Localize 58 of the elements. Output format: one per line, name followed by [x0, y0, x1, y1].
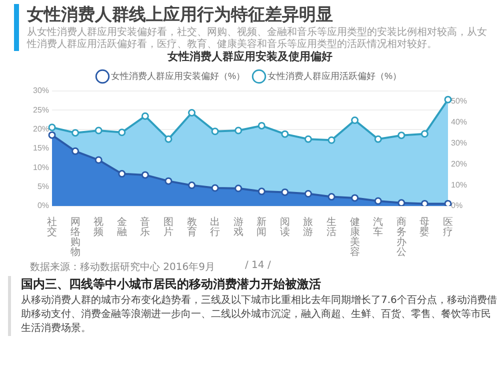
point — [328, 193, 336, 201]
y-tick-label: 0% — [37, 201, 50, 210]
x-tick-label: 医疗 — [442, 216, 453, 238]
point — [211, 184, 219, 192]
y2-tick-label: 10% — [450, 180, 468, 190]
chart-subtitle: 女性消费人群线上应用行为特征差异明显 — [27, 4, 334, 26]
point — [351, 194, 359, 202]
point — [444, 200, 452, 206]
y-tick-label: 20% — [32, 124, 50, 134]
point — [258, 188, 266, 196]
x-tick-label: 出行 — [210, 216, 220, 238]
legend-label: 女性消费人群应用安装偏好（%） — [111, 70, 246, 81]
point — [374, 197, 382, 205]
legend-label: 女性消费人群应用活跃偏好（%） — [268, 70, 402, 81]
y-tick-label: 10% — [32, 162, 50, 172]
point — [118, 170, 126, 178]
y-tick-label: 25% — [32, 105, 50, 114]
point — [94, 156, 102, 164]
point — [72, 147, 80, 155]
x-tick-label: 阅读 — [280, 216, 290, 238]
y-tick-label: 30% — [32, 86, 50, 96]
text: 从女性消费人群应用安装偏好看，社交、网购、视频、金融和音乐等应用类型的安装比例相对较高，从女性消费人群应用活跃偏好看，医疗、教育、健康美容和音乐等应用类型的活跃情况相对较好。 — [27, 27, 488, 50]
x-tick-label: 教育 — [186, 216, 197, 238]
x-tick-label: 金融 — [116, 216, 127, 238]
source-note: 数据来源：移动数据研究中心 2016年9月 — [30, 260, 215, 274]
point — [234, 184, 242, 192]
y-tick-label: 15% — [32, 144, 50, 153]
x-tick-label: 旅游 — [303, 216, 314, 238]
y2-tick-label: 0% — [450, 201, 463, 210]
chart-title: 女性消费人群应用安装及使用偏好 — [166, 49, 334, 64]
x-tick-label: 游戏 — [233, 216, 244, 238]
x-tick-label: 汽车 — [373, 216, 384, 238]
x-tick-label: 母婴 — [420, 216, 430, 238]
point — [141, 171, 149, 179]
text: 从移动消费人群的城市分布变化趋势看，三线及以下城市比重相比去年同期增长了7.6个百分点，移动消费借助移动支付、消费金融等浪潮进一步向一、二线以外城市沉淀，融入商超、生鲜、百货、零售、餐饮等市民生活消费场景。 — [21, 294, 498, 336]
text: 国内三、四线等中小城市居民的移动消费潜力开始被激活 — [21, 276, 322, 292]
y2-tick-label: 40% — [450, 118, 468, 127]
point — [164, 177, 172, 185]
x-tick-label: 商务办公 — [396, 216, 406, 258]
x-tick-label: 音乐 — [140, 216, 150, 238]
x-tick-label: 社交 — [47, 216, 58, 238]
y2-tick-label: 30% — [450, 138, 468, 148]
point — [188, 182, 196, 190]
text: / 14 / — [245, 260, 271, 271]
point — [398, 199, 406, 206]
y-tick-label: 5% — [37, 182, 50, 192]
x-tick-label: 生活 — [326, 216, 337, 238]
x-tick-label: 视频 — [94, 216, 104, 238]
point — [304, 190, 312, 198]
point — [420, 200, 428, 206]
point — [281, 188, 289, 196]
x-tick-label: 新闻 — [256, 216, 267, 238]
x-tick-label: 图片 — [163, 216, 174, 238]
y2-tick-label: 50% — [450, 96, 468, 106]
point — [48, 131, 56, 139]
y2-tick-label: 20% — [450, 159, 468, 168]
x-tick-label: 健康美容 — [350, 216, 360, 258]
x-tick-label: 网络购物 — [70, 216, 80, 258]
